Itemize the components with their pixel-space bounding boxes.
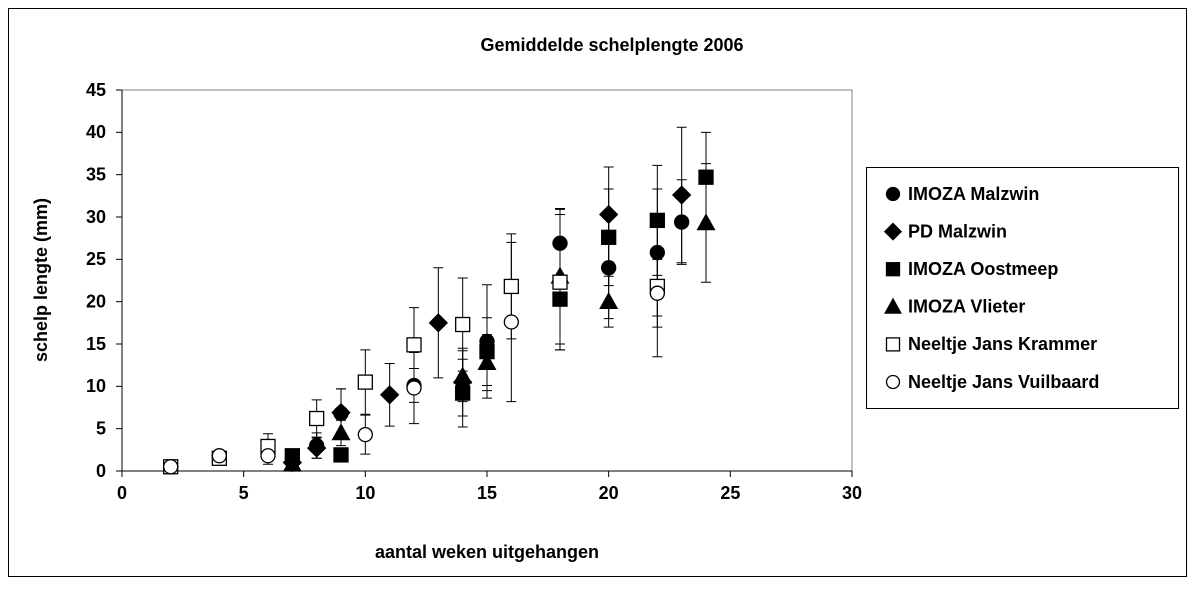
point [503,314,519,330]
point [333,447,349,463]
legend-marker [885,337,901,352]
point [357,426,373,443]
legend-label: IMOZA Vlieter [908,297,1025,317]
legend-label: Neeltje Jans Krammer [908,334,1097,354]
point [406,337,422,353]
point [601,229,617,245]
y-tick-label: 15 [86,334,106,354]
y-tick-label: 5 [96,418,106,438]
y-tick-label: 25 [86,249,106,269]
legend-label: IMOZA Oostmeep [908,259,1058,279]
point [331,402,351,423]
point [309,410,325,427]
legend-marker [884,297,902,314]
point [696,213,716,231]
point [671,185,692,205]
y-axis-label: schelp lengte (mm) [31,198,51,362]
y-tick-label: 30 [86,207,106,227]
legend-marker [885,186,901,202]
point [503,278,519,295]
y-tick-label: 45 [86,80,106,100]
legend-marker [885,374,901,390]
point [552,291,568,307]
point [306,438,327,458]
point [698,169,714,185]
point [406,380,422,396]
point [455,316,471,333]
legend-box [866,167,1179,409]
point [552,235,568,251]
x-tick-label: 5 [239,483,249,503]
x-tick-label: 30 [842,483,862,503]
point [379,385,400,405]
legend-label: PD Malzwin [908,221,1007,241]
point [331,423,351,441]
x-tick-label: 20 [599,483,619,503]
point [599,291,619,310]
x-axis-label: aantal weken uitgehangen [375,542,599,562]
chart-title: Gemiddelde schelplengte 2006 [480,35,743,55]
legend-label: IMOZA Malzwin [908,184,1039,204]
point [211,448,227,464]
point [649,285,665,301]
point [552,274,568,290]
point [260,448,276,464]
point [674,214,690,230]
point [455,385,471,401]
y-tick-label: 0 [96,461,106,481]
legend-label: Neeltje Jans Vuilbaard [908,372,1099,392]
x-tick-label: 0 [117,483,127,503]
point [598,204,619,225]
y-tick-label: 35 [86,164,106,184]
x-tick-label: 25 [720,483,740,503]
legend-marker [883,222,903,241]
point [282,454,302,472]
point [357,374,373,390]
y-tick-label: 20 [86,291,106,311]
x-tick-label: 10 [355,483,375,503]
y-tick-label: 40 [86,122,106,142]
y-tick-label: 10 [86,376,106,396]
point [601,260,617,276]
point [649,244,665,261]
point [453,366,473,384]
point [649,212,665,229]
x-tick-label: 15 [477,483,497,503]
point [428,313,449,333]
legend-marker [885,262,901,277]
point [163,459,179,475]
point [477,352,497,370]
